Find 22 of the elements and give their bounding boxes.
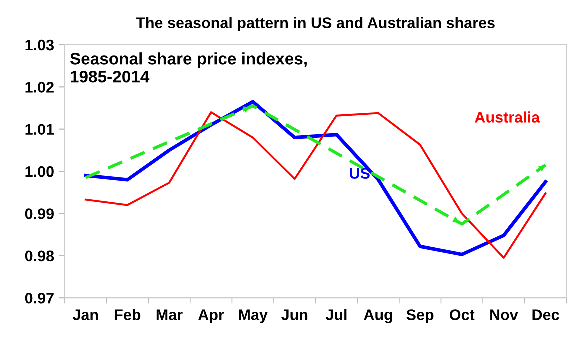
y-tick-label: 0.99	[25, 208, 54, 220]
x-tick-label: Feb	[115, 309, 141, 320]
x-tick-label: Dec	[532, 310, 560, 320]
text: Seasonal share price indexes, 1985-2014	[70, 52, 307, 83]
x-tick-label: Mar	[156, 310, 183, 320]
x-tick-label: Jan	[72, 310, 98, 320]
x-tick-label: Oct	[450, 310, 475, 320]
y-tick-label: 0.97	[25, 292, 54, 304]
text: Australia	[475, 112, 540, 123]
x-tick-label: Jul	[326, 309, 347, 320]
y-tick-label: 1.03	[26, 40, 54, 51]
y-tick-label: 1.01	[26, 124, 54, 136]
y-tick-label: 0.98	[25, 250, 54, 262]
x-tick-label: Jun	[282, 310, 308, 320]
x-tick-label: Apr	[198, 310, 224, 324]
x-tick-label: May	[239, 310, 268, 324]
y-tick-label: 1.02	[26, 82, 54, 93]
y-tick-label: 1.00	[26, 166, 54, 178]
x-tick-label: Nov	[490, 310, 518, 320]
chart-title: The seasonal pattern in US and Australian shares	[136, 17, 495, 32]
x-tick-label: Aug	[364, 310, 392, 324]
x-tick-label: Sep	[406, 310, 434, 324]
